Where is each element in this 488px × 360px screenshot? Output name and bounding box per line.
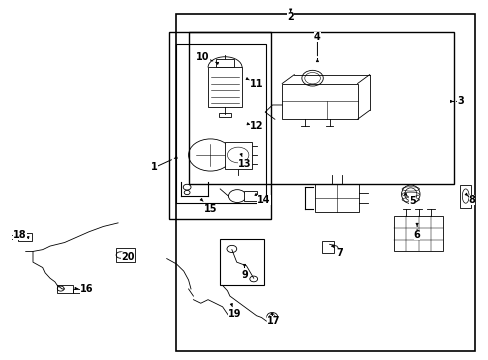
Bar (220, 239, 264, 285)
Text: 18: 18 (13, 230, 27, 240)
Bar (207, 67, 242, 107)
Bar (116, 248, 135, 262)
Bar (19, 233, 32, 241)
Bar (57, 285, 73, 293)
Text: 5: 5 (408, 197, 415, 206)
Text: 12: 12 (249, 121, 263, 131)
Text: 3: 3 (457, 96, 463, 107)
Text: 20: 20 (121, 252, 134, 262)
Text: 4: 4 (313, 32, 320, 42)
Bar (244, 192, 256, 201)
Bar (73, 289, 81, 293)
Text: 10: 10 (196, 52, 209, 62)
Text: 19: 19 (227, 309, 241, 319)
Bar (169, 32, 271, 219)
Bar (176, 44, 266, 203)
Text: 15: 15 (203, 203, 217, 213)
Text: 8: 8 (468, 195, 474, 204)
Text: 14: 14 (257, 195, 270, 204)
Bar (176, 14, 474, 351)
Text: 16: 16 (80, 284, 93, 294)
Bar (322, 241, 334, 253)
Text: 17: 17 (266, 316, 280, 326)
Text: 13: 13 (237, 159, 251, 169)
Bar (282, 84, 357, 119)
Text: 11: 11 (249, 78, 263, 89)
Bar (314, 184, 358, 212)
Bar (224, 142, 251, 168)
Bar (188, 32, 453, 184)
Bar (219, 113, 230, 117)
Text: 9: 9 (241, 270, 247, 280)
Bar (459, 185, 470, 208)
Text: 7: 7 (335, 248, 342, 258)
Bar (393, 216, 442, 251)
Text: 1: 1 (151, 162, 158, 172)
Text: 2: 2 (287, 13, 293, 22)
Text: 6: 6 (413, 230, 420, 240)
Bar (216, 59, 233, 67)
